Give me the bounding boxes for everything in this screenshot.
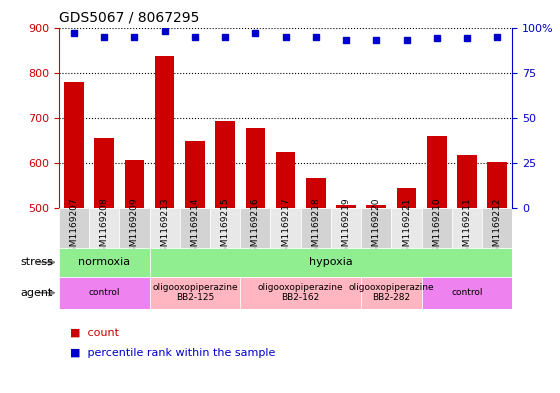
Bar — [276, 152, 296, 208]
Text: normoxia: normoxia — [78, 257, 130, 267]
Bar — [306, 178, 326, 208]
Text: ■  count: ■ count — [70, 328, 119, 338]
Text: GDS5067 / 8067295: GDS5067 / 8067295 — [59, 11, 199, 25]
Text: GSM1169209: GSM1169209 — [130, 198, 139, 258]
Text: oligooxopiperazine
BB2-162: oligooxopiperazine BB2-162 — [258, 283, 343, 303]
Text: GSM1169221: GSM1169221 — [402, 198, 411, 258]
Bar — [457, 155, 477, 208]
Text: GSM1169211: GSM1169211 — [463, 198, 472, 258]
Text: stress: stress — [20, 257, 53, 267]
Text: GSM1169212: GSM1169212 — [493, 198, 502, 258]
Text: GSM1169217: GSM1169217 — [281, 198, 290, 258]
Bar — [240, 208, 270, 248]
Text: GSM1169220: GSM1169220 — [372, 198, 381, 258]
Bar — [150, 248, 512, 277]
Text: agent: agent — [21, 288, 53, 298]
Bar — [240, 277, 361, 309]
Bar — [331, 208, 361, 248]
Bar — [452, 208, 482, 248]
Bar — [155, 57, 175, 208]
Bar — [422, 277, 512, 309]
Text: hypoxia: hypoxia — [309, 257, 353, 267]
Text: GSM1169213: GSM1169213 — [160, 198, 169, 258]
Bar — [94, 138, 114, 208]
Bar — [245, 128, 265, 208]
Text: control: control — [451, 288, 483, 297]
Bar — [270, 208, 301, 248]
Bar — [210, 208, 240, 248]
Text: control: control — [88, 288, 120, 297]
Text: oligooxopiperazine
BB2-282: oligooxopiperazine BB2-282 — [349, 283, 434, 303]
Text: ■  percentile rank within the sample: ■ percentile rank within the sample — [70, 348, 276, 358]
Bar — [59, 208, 89, 248]
Bar — [119, 208, 150, 248]
Text: GSM1169210: GSM1169210 — [432, 198, 441, 258]
Bar — [124, 160, 144, 208]
Bar — [59, 277, 150, 309]
Bar — [427, 136, 447, 208]
Bar — [487, 162, 507, 208]
Bar — [361, 208, 391, 248]
Bar — [150, 277, 240, 309]
Bar — [391, 208, 422, 248]
Bar — [185, 141, 205, 208]
Bar — [422, 208, 452, 248]
Bar — [150, 208, 180, 248]
Bar — [59, 248, 150, 277]
Text: oligooxopiperazine
BB2-125: oligooxopiperazine BB2-125 — [152, 283, 237, 303]
Bar — [482, 208, 512, 248]
Bar — [366, 205, 386, 208]
Bar — [64, 82, 84, 208]
Bar — [301, 208, 331, 248]
Bar — [89, 208, 119, 248]
Text: GSM1169216: GSM1169216 — [251, 198, 260, 258]
Bar — [180, 208, 210, 248]
Bar — [336, 205, 356, 208]
Text: GSM1169214: GSM1169214 — [190, 198, 199, 258]
Text: GSM1169218: GSM1169218 — [311, 198, 320, 258]
Text: GSM1169219: GSM1169219 — [342, 198, 351, 258]
Text: GSM1169215: GSM1169215 — [221, 198, 230, 258]
Bar — [215, 121, 235, 208]
Bar — [361, 277, 422, 309]
Bar — [396, 188, 417, 208]
Text: GSM1169207: GSM1169207 — [69, 198, 78, 258]
Text: GSM1169208: GSM1169208 — [100, 198, 109, 258]
